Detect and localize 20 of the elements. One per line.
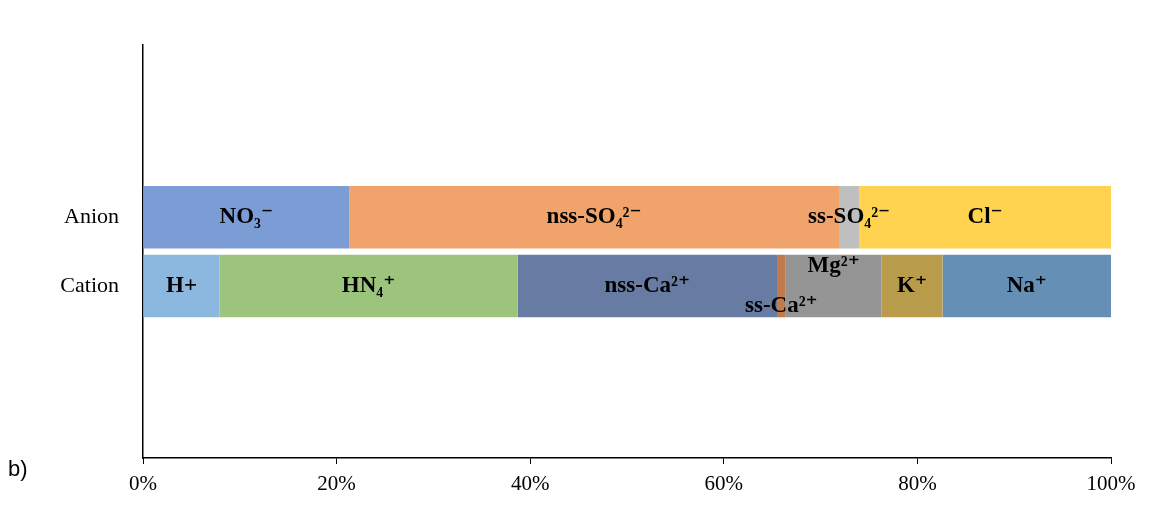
x-tick-label: 0%	[129, 471, 157, 496]
series-label: H+	[165, 271, 197, 297]
series-label: nss-Ca²⁺	[604, 271, 691, 297]
series-label: Mg²⁺	[807, 251, 860, 277]
series-label: nss-SO₄²⁻	[546, 203, 642, 229]
series-label: ss-SO₄²⁻	[808, 203, 891, 229]
x-tick-label: 40%	[510, 471, 550, 496]
series-label: ss-Ca²⁺	[745, 291, 818, 317]
y-tick-label: Cation	[60, 271, 119, 297]
y-tick-label: Anion	[64, 202, 119, 228]
x-tick-label: 80%	[898, 471, 937, 496]
series-label: K⁺	[897, 271, 928, 297]
text: b)	[8, 456, 28, 482]
x-tick-label: 100%	[1086, 471, 1136, 496]
x-tick-label: 60%	[704, 471, 744, 496]
series-label: Na⁺	[1006, 271, 1047, 297]
series-label: Cl⁻	[967, 203, 1003, 229]
x-tick-label: 20%	[317, 471, 356, 496]
series-label: HN₄⁺	[341, 271, 396, 297]
series-label: NO₃⁻	[219, 203, 274, 229]
